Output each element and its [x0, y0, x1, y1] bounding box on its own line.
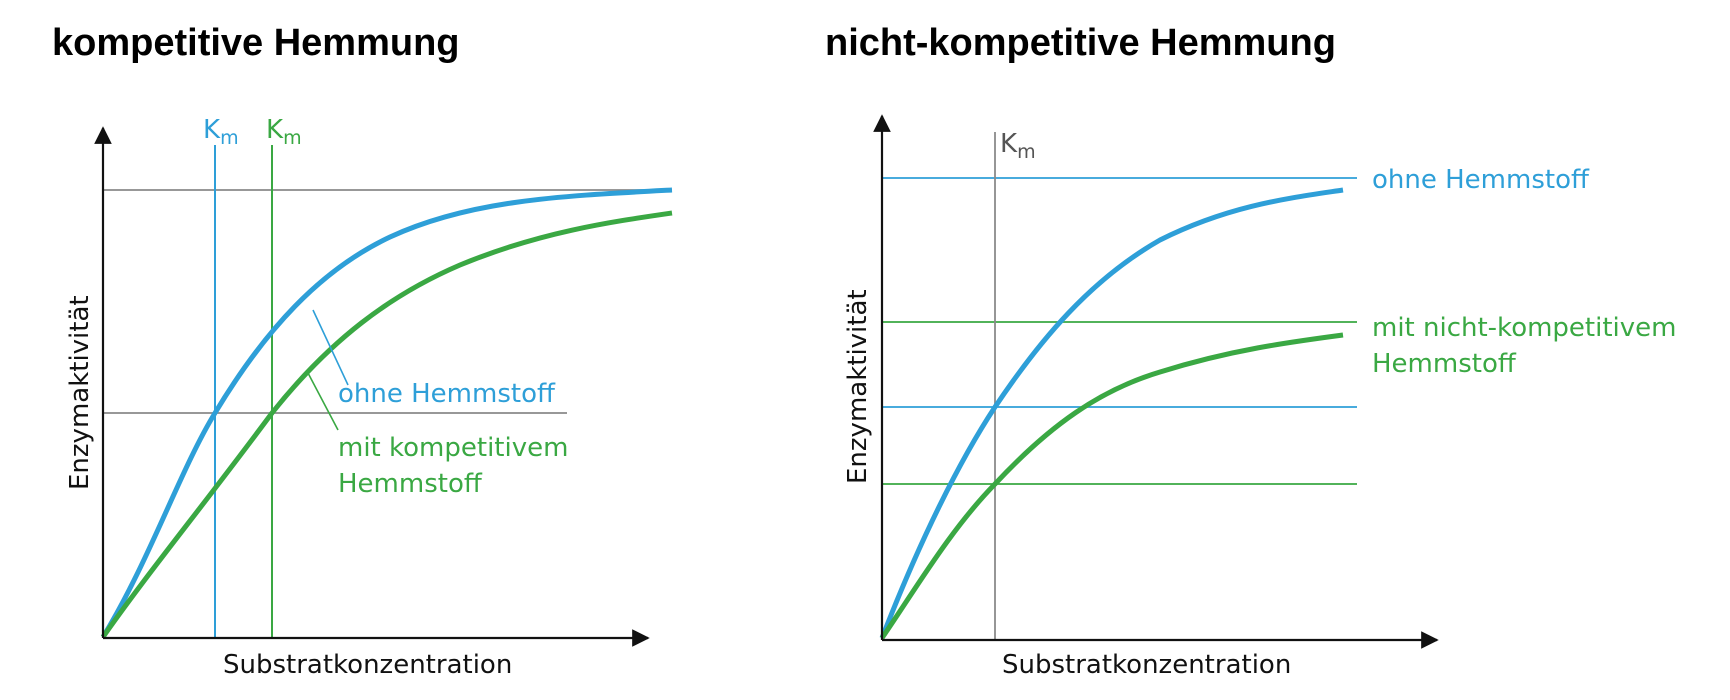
label-leader-blue — [312, 309, 349, 386]
km-label-blue: Km — [203, 115, 239, 149]
title-noncompetitive: nicht-kompetitive Hemmung — [825, 22, 1336, 64]
title-competitive: kompetitive Hemmung — [52, 22, 460, 64]
curve-with-noncompetitive-inhibitor — [879, 332, 1344, 640]
y-axis-label: Enzymaktivität — [843, 289, 873, 484]
label-without-inhibitor: ohne Hemmstoff — [338, 379, 556, 409]
noncompetitive-diagram: Km ohne Hemmstoff mit nicht-kompetitivem… — [843, 114, 1676, 680]
curve-without-inhibitor — [879, 187, 1344, 639]
curve-with-competitive-inhibitor — [100, 210, 673, 639]
label-with-inhibitor-line2: Hemmstoff — [1372, 349, 1517, 379]
x-axis-label: Substratkonzentration — [223, 650, 512, 680]
label-with-inhibitor-line2: Hemmstoff — [338, 469, 483, 499]
curve-without-inhibitor — [100, 187, 673, 639]
label-with-inhibitor-line1: mit kompetitivem — [338, 433, 568, 463]
km-label: Km — [1000, 129, 1036, 163]
y-axis-label: Enzymaktivität — [65, 295, 95, 490]
label-without-inhibitor: ohne Hemmstoff — [1372, 165, 1590, 195]
label-with-inhibitor-line1: mit nicht-kompetitivem — [1372, 313, 1676, 343]
km-label-green: Km — [266, 115, 302, 149]
competitive-diagram: Km Km ohne Hemmstoff mit kompetitivem He… — [65, 115, 673, 680]
x-axis-label: Substratkonzentration — [1002, 650, 1291, 680]
label-leader-green — [307, 372, 339, 431]
